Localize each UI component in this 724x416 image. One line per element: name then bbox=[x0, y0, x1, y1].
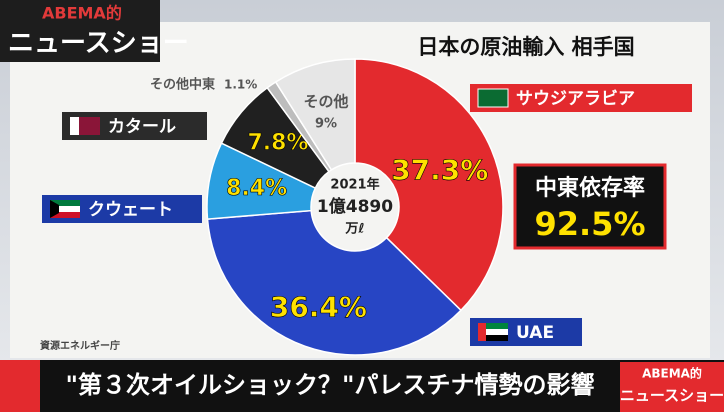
dependency-title: 中東依存率 bbox=[535, 175, 645, 201]
title-bg bbox=[385, 32, 667, 64]
value-label: 9% bbox=[315, 117, 337, 132]
center-label: 万ℓ bbox=[344, 222, 364, 237]
center-label: 2021年 bbox=[330, 177, 379, 193]
flag bbox=[477, 88, 509, 108]
logo-small-top: ABEMA的 bbox=[642, 366, 702, 381]
logo-top: ABEMA的 bbox=[42, 4, 122, 23]
value-label: 7.8% bbox=[247, 130, 308, 155]
hole bbox=[313, 165, 397, 249]
value-label: 37.3% bbox=[391, 153, 488, 186]
dependency-box: 中東依存率 92.5% bbox=[513, 163, 667, 250]
category-label: その他中東 bbox=[150, 77, 215, 93]
value-label: 8.4% bbox=[226, 176, 287, 201]
category-label: UAE bbox=[516, 323, 554, 343]
slice bbox=[354, 58, 504, 312]
footer: "第３次オイルショック？"パレスチナ情勢の影響 ABEMA的 ニュースショー bbox=[0, 360, 724, 412]
logo: ABEMA的 ニュースショー bbox=[0, 0, 189, 62]
category-label: クウェート bbox=[88, 200, 173, 220]
source: 資源エネルギー庁 bbox=[40, 339, 120, 352]
caption-accent bbox=[0, 360, 40, 412]
flag bbox=[478, 323, 486, 341]
logo-small-bg bbox=[620, 362, 724, 412]
flag bbox=[50, 200, 59, 218]
dependency-bg bbox=[513, 163, 667, 250]
logo-bg bbox=[0, 0, 160, 62]
flag bbox=[478, 329, 508, 335]
category-label: その他 bbox=[303, 93, 348, 111]
flag bbox=[50, 200, 80, 206]
slice bbox=[274, 58, 356, 171]
center-label: 1億4890 bbox=[317, 196, 393, 217]
flag bbox=[478, 335, 508, 341]
flag bbox=[70, 117, 79, 135]
chart-title: 日本の原油輸入 相手国 bbox=[417, 35, 634, 59]
pie: 37.3% サウジアラビア 36.4% UAE 8.4% クウェート 7.8% カタール その他… bbox=[42, 58, 692, 356]
flag bbox=[478, 323, 508, 329]
flag bbox=[50, 206, 80, 212]
slice bbox=[206, 209, 463, 356]
logo-small-bottom: ニュースショー bbox=[620, 387, 724, 405]
category-label: カタール bbox=[108, 117, 176, 137]
value-label: 1.1% bbox=[224, 78, 257, 92]
dependency-value: 92.5% bbox=[534, 205, 645, 243]
flag bbox=[50, 212, 80, 218]
caption: "第３次オイルショック？"パレスチナ情勢の影響 bbox=[65, 371, 594, 399]
category-label: サウジアラビア bbox=[516, 89, 635, 109]
caption-bg bbox=[0, 360, 724, 412]
value-label: 36.4% bbox=[270, 291, 367, 324]
logo-bottom: ニュースショー bbox=[8, 29, 189, 59]
